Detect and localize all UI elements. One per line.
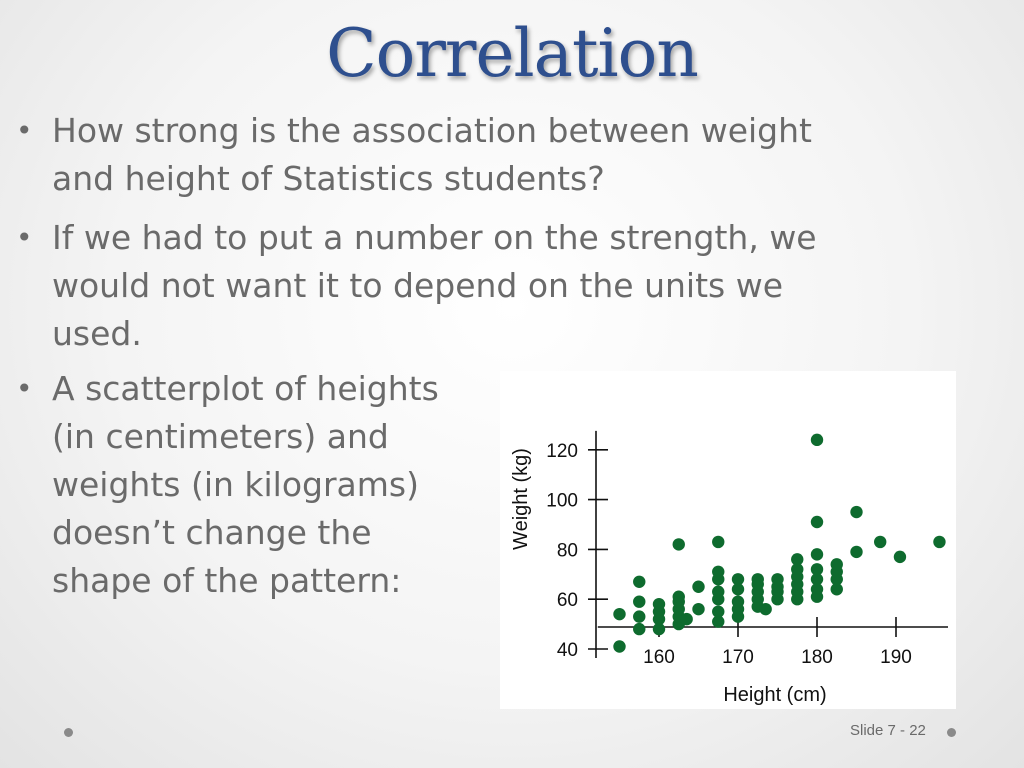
data-point	[810, 583, 824, 596]
bullet-text-3: A scatterplot of heights (in centimeters…	[52, 369, 439, 600]
data-point	[771, 573, 784, 586]
bullet-text-1: How strong is the association between we…	[52, 111, 812, 198]
data-point	[810, 563, 824, 576]
y-axis-label: Weight (kg)	[510, 448, 532, 550]
data-points	[613, 433, 946, 653]
bullet-marker: •	[16, 221, 33, 254]
data-point	[692, 580, 705, 593]
data-point	[613, 640, 626, 653]
data-point	[810, 433, 824, 447]
x-tick-label: 180	[801, 647, 833, 668]
data-point	[692, 602, 705, 616]
data-point	[633, 622, 646, 636]
data-point	[791, 563, 804, 576]
data-point	[731, 573, 745, 586]
bullet-item-3: • A scatterplot of heights (in centimete…	[14, 365, 504, 605]
data-point	[672, 590, 685, 603]
data-point	[712, 615, 725, 628]
footer-dot-left	[64, 728, 73, 737]
data-point	[672, 538, 685, 551]
data-point	[874, 535, 887, 549]
data-point	[633, 610, 646, 623]
slide-title: Correlation	[326, 15, 699, 92]
bullet-text-2: If we had to put a number on the strengt…	[52, 218, 817, 353]
data-point	[810, 548, 824, 561]
bullet-marker: •	[16, 372, 33, 405]
data-point	[680, 612, 693, 626]
data-point	[652, 622, 666, 636]
data-point	[850, 545, 863, 559]
bullet-marker: •	[16, 114, 33, 147]
x-tick-label: 170	[722, 647, 754, 668]
chart-axes: 40 60 80 100 120 160 170 180 190 Height (cm) Weigh…	[510, 430, 948, 706]
y-tick-label: 100	[546, 491, 578, 512]
data-point	[751, 573, 764, 586]
scatterplot-figure: 40 60 80 100 120 160 170 180 190 Height (cm) Weigh…	[500, 371, 956, 709]
slide-number: Slide 7 - 22	[850, 722, 926, 739]
data-point	[830, 583, 843, 596]
data-point	[759, 602, 772, 616]
y-tick-label: 40	[557, 640, 578, 661]
data-point	[652, 597, 666, 611]
data-point	[712, 605, 725, 618]
data-point	[633, 575, 646, 588]
data-point	[893, 550, 907, 564]
data-point	[791, 553, 804, 566]
data-point	[633, 595, 646, 608]
data-point	[810, 573, 824, 586]
scatterplot: 40 60 80 100 120 160 170 180 190 Height (cm) Weigh…	[510, 430, 948, 706]
data-point	[731, 595, 745, 608]
data-point	[712, 565, 725, 579]
y-tick-label: 80	[557, 540, 578, 561]
footer-dot-right	[947, 728, 956, 737]
x-axis-label: Height (cm)	[723, 684, 826, 706]
bullet-item-1: • How strong is the association between …	[14, 107, 974, 203]
y-tick-label: 120	[546, 441, 578, 462]
x-tick-label: 190	[880, 647, 912, 668]
data-point	[613, 607, 626, 621]
y-tick-label: 60	[557, 590, 578, 611]
x-tick-label: 160	[643, 647, 675, 668]
bullet-item-2: • If we had to put a number on the stren…	[14, 214, 974, 358]
data-point	[731, 583, 745, 596]
data-point	[712, 585, 725, 598]
data-point	[830, 558, 843, 571]
data-point	[933, 535, 946, 549]
data-point	[810, 515, 824, 529]
data-point	[712, 535, 725, 549]
data-point	[850, 505, 863, 519]
